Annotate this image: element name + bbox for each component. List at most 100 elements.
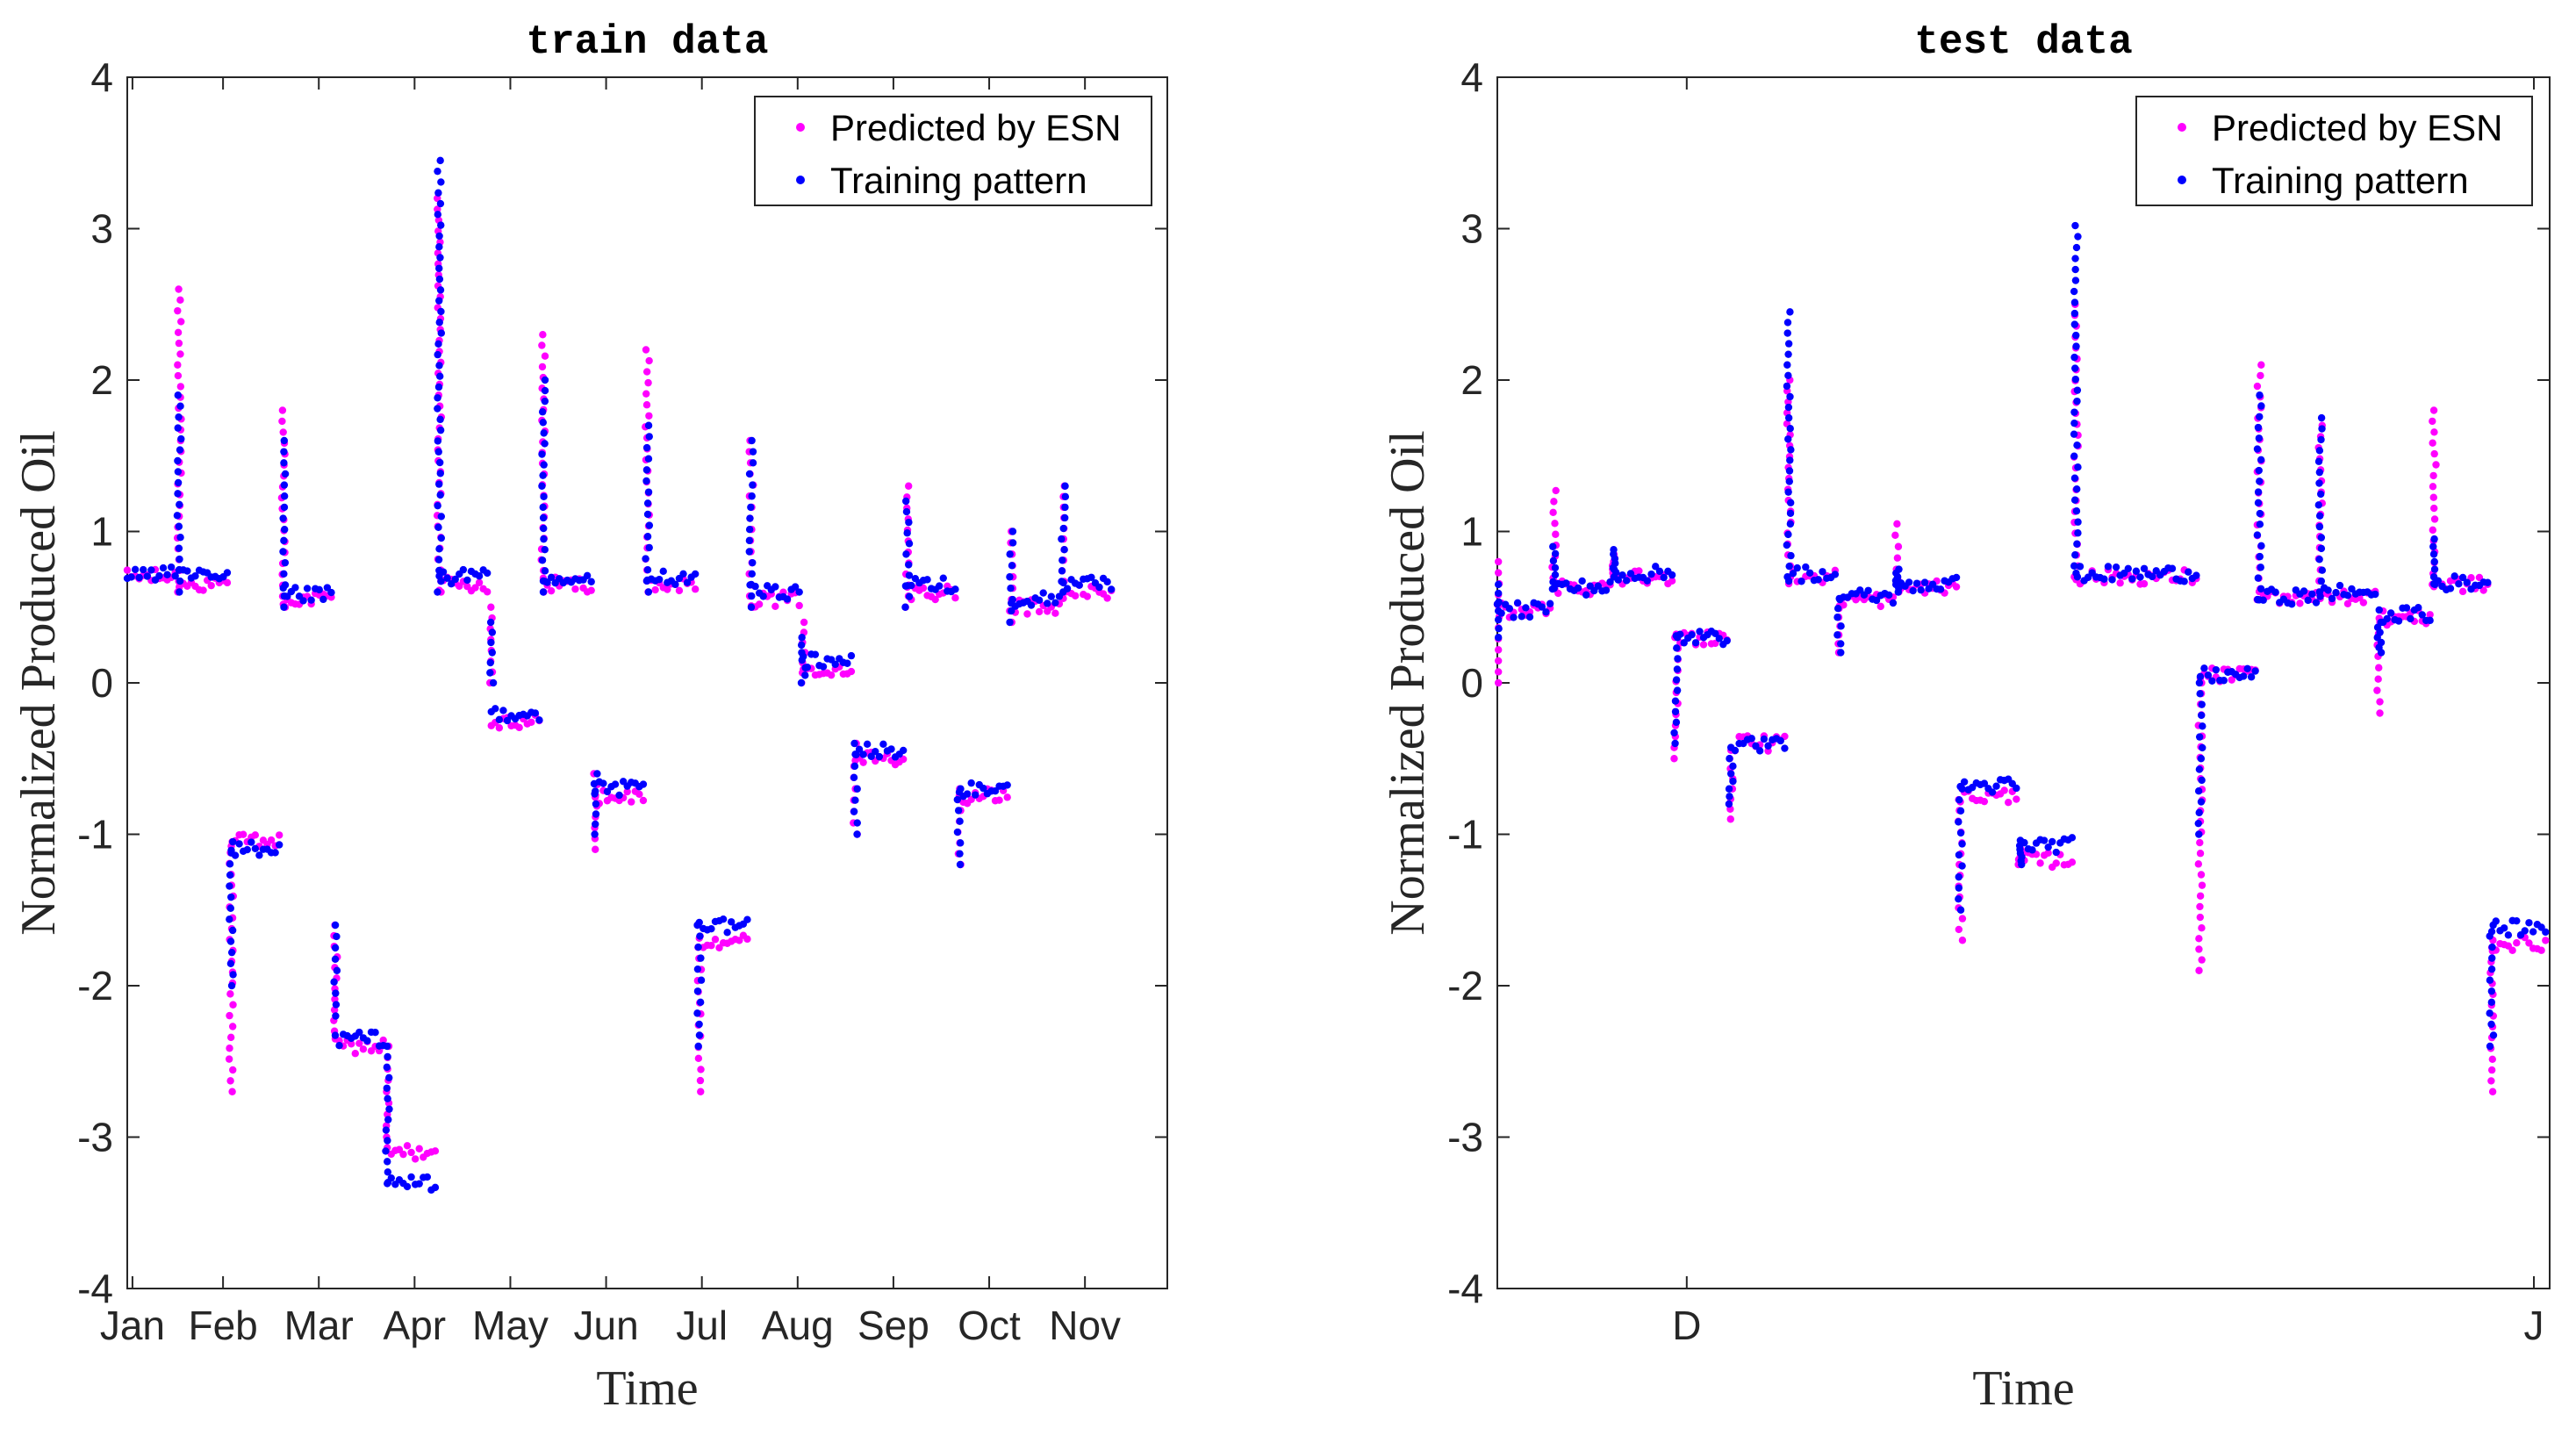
- data-point: [226, 1033, 235, 1042]
- data-point: [207, 581, 215, 590]
- data-point: [385, 1073, 393, 1082]
- data-point: [475, 572, 484, 580]
- data-point: [593, 770, 601, 778]
- data-point: [2488, 943, 2496, 951]
- data-point: [1784, 577, 1793, 585]
- data-point: [383, 1042, 391, 1051]
- data-point: [743, 915, 751, 923]
- data-point: [384, 1180, 391, 1188]
- data-point: [2072, 342, 2080, 350]
- data-point: [174, 478, 183, 487]
- data-point: [1793, 564, 1801, 572]
- data-point: [2140, 564, 2149, 572]
- data-point: [1784, 340, 1793, 348]
- data-point: [1668, 571, 1676, 579]
- data-point: [2124, 564, 2132, 572]
- data-point: [643, 533, 652, 541]
- data-point: [226, 1011, 233, 1020]
- legend-marker: [2178, 176, 2186, 184]
- data-point: [1781, 744, 1789, 752]
- data-point: [707, 942, 715, 950]
- legend-label: Training pattern: [2212, 160, 2469, 201]
- data-point: [1958, 937, 1967, 944]
- data-point: [855, 745, 864, 753]
- data-point: [707, 924, 715, 933]
- data-point: [434, 405, 441, 413]
- data-point: [227, 981, 236, 990]
- data-point: [2415, 603, 2422, 612]
- data-point: [847, 667, 856, 676]
- data-point: [176, 588, 183, 596]
- data-point: [1992, 782, 2000, 790]
- data-point: [2197, 871, 2206, 879]
- data-point: [2343, 599, 2352, 607]
- data-point: [333, 966, 341, 974]
- data-point: [2194, 819, 2202, 828]
- data-point: [223, 569, 232, 577]
- data-point: [1872, 596, 1881, 605]
- data-point: [439, 568, 448, 576]
- data-point: [901, 603, 909, 611]
- data-point: [798, 634, 806, 642]
- series-training: [123, 156, 1116, 1194]
- data-point: [2430, 504, 2438, 513]
- data-point: [2199, 743, 2206, 752]
- data-point: [434, 501, 441, 510]
- data-point: [227, 893, 235, 901]
- data-point: [697, 976, 706, 984]
- data-point: [251, 844, 260, 852]
- data-point: [2429, 542, 2437, 550]
- axes-frame: [126, 76, 1168, 1289]
- data-point: [2073, 540, 2081, 548]
- data-point: [956, 860, 965, 869]
- data-point: [538, 450, 546, 458]
- data-point: [1958, 840, 1966, 848]
- data-point: [459, 565, 468, 574]
- data-point: [359, 1045, 368, 1053]
- data-point: [239, 830, 248, 838]
- data-point: [2315, 522, 2324, 531]
- data-point: [436, 372, 444, 380]
- data-point: [435, 297, 443, 305]
- data-point: [407, 1148, 415, 1157]
- data-point: [2071, 364, 2079, 372]
- data-point: [1668, 577, 1676, 585]
- data-point: [486, 669, 494, 677]
- data-point: [2430, 535, 2438, 543]
- data-point: [411, 1155, 420, 1163]
- data-point: [382, 1126, 391, 1134]
- data-point: [538, 341, 546, 349]
- data-point: [2194, 860, 2203, 868]
- data-point: [800, 652, 807, 661]
- chart-panel-1: -4 -3 -2 -1 0 1 2 3 4 Jan Feb Mar Apr May Jun Jul Aug Sep…: [11, 19, 1168, 1416]
- data-point: [535, 716, 543, 724]
- data-point: [280, 481, 289, 489]
- data-point: [175, 339, 183, 348]
- data-point: [2200, 664, 2208, 672]
- data-point: [1671, 697, 1680, 705]
- x-tick-label: Jun: [573, 1303, 638, 1348]
- data-point: [143, 572, 151, 580]
- data-point: [281, 558, 290, 567]
- data-point: [2513, 939, 2521, 947]
- data-point: [853, 830, 861, 838]
- data-point: [1095, 583, 1103, 592]
- data-point: [2256, 413, 2264, 420]
- data-point: [2052, 848, 2060, 857]
- data-point: [791, 583, 800, 591]
- data-point: [2239, 672, 2248, 680]
- data-point: [2257, 564, 2264, 571]
- data-point: [2255, 434, 2264, 442]
- data-point: [1510, 614, 1518, 621]
- data-point: [1494, 657, 1503, 665]
- data-point: [228, 926, 237, 935]
- data-point: [1729, 762, 1737, 771]
- data-point: [1550, 498, 1558, 506]
- data-point: [1546, 599, 1554, 607]
- y-tick-label: 2: [1460, 357, 1483, 403]
- data-point: [847, 651, 856, 660]
- data-point: [2296, 599, 2304, 607]
- data-point: [1980, 779, 1989, 787]
- data-point: [691, 585, 700, 593]
- data-point: [1723, 636, 1731, 645]
